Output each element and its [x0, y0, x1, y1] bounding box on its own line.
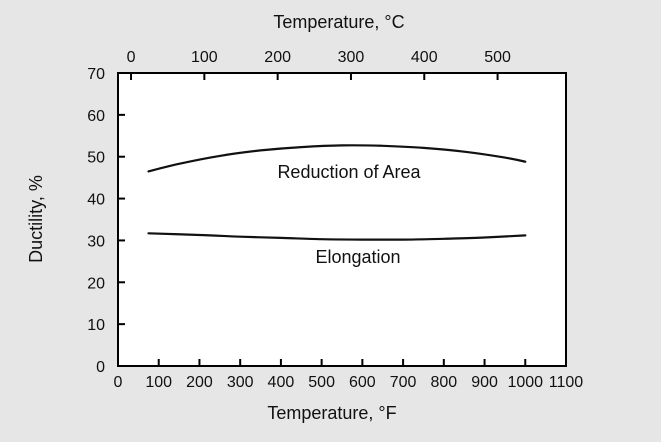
y-tick-label: 60 — [87, 108, 105, 125]
series-label-elongation: Elongation — [315, 247, 400, 267]
series-line-reduction-of-area — [147, 144, 527, 173]
x2-tick-label: 500 — [484, 49, 511, 66]
y-axis-title: Ductility, % — [26, 175, 46, 263]
ticks-layer — [118, 73, 527, 366]
tick-labels-layer: 0 100 200 300 400 500 600 700 800 900 1000 11000102… — [87, 49, 583, 391]
y-tick-label: 30 — [87, 233, 105, 250]
x2-tick-label: 400 — [411, 49, 438, 66]
x-tick-label: 1100 — [549, 374, 584, 391]
y-tick-label: 10 — [87, 317, 105, 334]
y-tick-label: 0 — [96, 359, 105, 376]
x-tick-label: 600 — [349, 374, 376, 391]
y-tick-label: 20 — [87, 275, 105, 292]
x-tick-label: 400 — [268, 374, 295, 391]
y-tick-label: 40 — [87, 192, 105, 209]
series-label-reduction-of-area: Reduction of Area — [277, 162, 421, 182]
y-tick-label: 50 — [87, 150, 105, 167]
y-tick-label: 70 — [87, 66, 105, 83]
x-tick-label: 100 — [145, 374, 172, 391]
x-tick-label: 700 — [390, 374, 417, 391]
x2-axis-title: Temperature, °C — [273, 12, 404, 32]
x-axis-title: Temperature, °F — [267, 403, 396, 423]
x-tick-label: 500 — [308, 374, 335, 391]
series-line-elongation — [147, 232, 527, 241]
x2-tick-label: 0 — [127, 49, 136, 66]
x2-tick-label: 300 — [338, 49, 365, 66]
x2-tick-label: 100 — [191, 49, 218, 66]
series-layer — [147, 144, 527, 241]
x-tick-label: 0 — [114, 374, 123, 391]
x2-tick-label: 200 — [264, 49, 291, 66]
x-tick-label: 900 — [471, 374, 498, 391]
x-tick-label: 1000 — [507, 374, 543, 391]
plot-area — [117, 72, 567, 367]
x-tick-label: 800 — [430, 374, 457, 391]
x-tick-label: 200 — [186, 374, 213, 391]
x-tick-label: 300 — [227, 374, 254, 391]
